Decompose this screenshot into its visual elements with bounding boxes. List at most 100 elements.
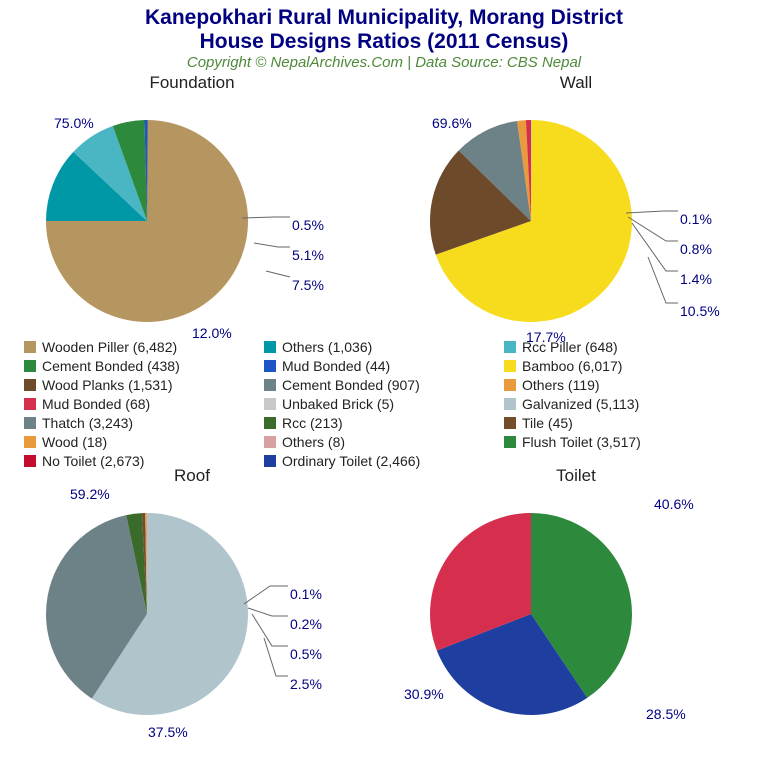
legend-swatch [264, 398, 276, 410]
pie-wall: 69.6%17.7%10.5%1.4%0.8%0.1% [396, 93, 756, 337]
pct-label: 2.5% [290, 676, 322, 692]
legend-column: Wooden Piller (6,482)Cement Bonded (438)… [24, 337, 264, 470]
legend-item: Flush Toilet (3,517) [504, 432, 744, 451]
legend-swatch [264, 360, 276, 372]
legend-item: Others (8) [264, 432, 504, 451]
chart-title-foundation: Foundation [149, 73, 234, 93]
legend-swatch [264, 417, 276, 429]
legend-swatch [24, 341, 36, 353]
legend-swatch [264, 341, 276, 353]
legend-swatch [504, 417, 516, 429]
pct-label: 0.2% [290, 616, 322, 632]
pct-label: 75.0% [54, 115, 94, 131]
pct-label: 59.2% [70, 486, 110, 502]
legend-swatch [264, 455, 276, 467]
pct-label: 7.5% [292, 277, 324, 293]
pct-label: 17.7% [526, 329, 566, 345]
legend-column: Others (1,036) Mud Bonded (44) Cement Bond… [264, 337, 504, 470]
legend-swatch [504, 341, 516, 353]
leader-line [244, 586, 288, 604]
legend: Wooden Piller (6,482)Cement Bonded (438)… [0, 337, 768, 470]
legend-label: Thatch (3,243) [42, 415, 133, 431]
leader-line [628, 217, 678, 241]
legend-swatch [24, 455, 36, 467]
legend-label: Others (8) [282, 434, 345, 450]
pct-label: 69.6% [432, 115, 472, 131]
pie-foundation: 75.0%12.0%7.5%5.1%0.5% [12, 93, 372, 337]
legend-label: Galvanized (5,113) [522, 396, 639, 412]
legend-swatch [264, 436, 276, 448]
legend-label: Cement Bonded (907) [282, 377, 420, 393]
legend-item: Others (1,036) [264, 337, 504, 356]
legend-label: Others (119) [522, 377, 600, 393]
pct-label: 0.5% [292, 217, 324, 233]
leader-line [242, 217, 290, 218]
pie-toilet: 40.6%28.5%30.9% [396, 486, 756, 730]
pct-label: 28.5% [646, 706, 686, 722]
legend-item: Tile (45) [504, 413, 744, 432]
legend-item: Mud Bonded (68) [24, 394, 264, 413]
legend-item: Cement Bonded (907) [264, 375, 504, 394]
legend-swatch [24, 379, 36, 391]
leader-line [252, 614, 288, 646]
legend-item: Cement Bonded (438) [24, 356, 264, 375]
pct-label: 0.1% [680, 211, 712, 227]
legend-swatch [504, 436, 516, 448]
chart-toilet: Toilet 40.6%28.5%30.9% [384, 466, 768, 730]
legend-swatch [264, 379, 276, 391]
legend-swatch [504, 360, 516, 372]
chart-wall: Wall 69.6%17.7%10.5%1.4%0.8%0.1% [384, 73, 768, 337]
legend-swatch [504, 398, 516, 410]
title-line-2: House Designs Ratios (2011 Census) [0, 30, 768, 54]
legend-swatch [24, 417, 36, 429]
pct-label: 0.1% [290, 586, 322, 602]
legend-swatch [24, 436, 36, 448]
legend-label: Cement Bonded (438) [42, 358, 180, 374]
pie-svg [12, 486, 372, 730]
legend-item: Unbaked Brick (5) [264, 394, 504, 413]
legend-label: Mud Bonded (68) [42, 396, 150, 412]
pct-label: 0.8% [680, 241, 712, 257]
pct-label: 5.1% [292, 247, 324, 263]
pie-svg [396, 486, 756, 730]
pct-label: 40.6% [654, 496, 694, 512]
legend-item: Wood (18) [24, 432, 264, 451]
legend-swatch [504, 379, 516, 391]
pct-label: 0.5% [290, 646, 322, 662]
chart-foundation: Foundation 75.0%12.0%7.5%5.1%0.5% [0, 73, 384, 337]
legend-item: Others (119) [504, 375, 744, 394]
legend-label: Flush Toilet (3,517) [522, 434, 641, 450]
pie-roof: 59.2%37.5%2.5%0.5%0.2%0.1% [12, 486, 372, 730]
legend-label: Wood (18) [42, 434, 107, 450]
leader-line [626, 211, 678, 213]
title-block: Kanepokhari Rural Municipality, Morang D… [0, 0, 768, 71]
bottom-charts-row: Roof 59.2%37.5%2.5%0.5%0.2%0.1% Toilet 4… [0, 466, 768, 730]
legend-column: Rcc Piller (648)Bamboo (6,017)Others (11… [504, 337, 744, 470]
top-charts-row: Foundation 75.0%12.0%7.5%5.1%0.5% Wall 6… [0, 73, 768, 337]
legend-swatch [24, 398, 36, 410]
legend-label: Unbaked Brick (5) [282, 396, 394, 412]
legend-swatch [24, 360, 36, 372]
legend-item: Wood Planks (1,531) [24, 375, 264, 394]
leader-line [648, 257, 678, 303]
legend-item: Bamboo (6,017) [504, 356, 744, 375]
leader-line [266, 271, 290, 277]
chart-title-toilet: Toilet [556, 466, 596, 486]
page-root: Kanepokhari Rural Municipality, Morang D… [0, 0, 768, 730]
legend-label: Bamboo (6,017) [522, 358, 622, 374]
chart-title-wall: Wall [560, 73, 592, 93]
legend-item: Rcc (213) [264, 413, 504, 432]
legend-item: Mud Bonded (44) [264, 356, 504, 375]
legend-label: Tile (45) [522, 415, 573, 431]
chart-roof: Roof 59.2%37.5%2.5%0.5%0.2%0.1% [0, 466, 384, 730]
legend-label: Mud Bonded (44) [282, 358, 390, 374]
subtitle: Copyright © NepalArchives.Com | Data Sou… [0, 54, 768, 71]
legend-item: Galvanized (5,113) [504, 394, 744, 413]
chart-title-roof: Roof [174, 466, 210, 486]
legend-item: Thatch (3,243) [24, 413, 264, 432]
legend-label: Others (1,036) [282, 339, 372, 355]
legend-label: Wood Planks (1,531) [42, 377, 172, 393]
pct-label: 12.0% [192, 325, 232, 341]
leader-line [248, 608, 288, 616]
leader-line [264, 638, 288, 676]
